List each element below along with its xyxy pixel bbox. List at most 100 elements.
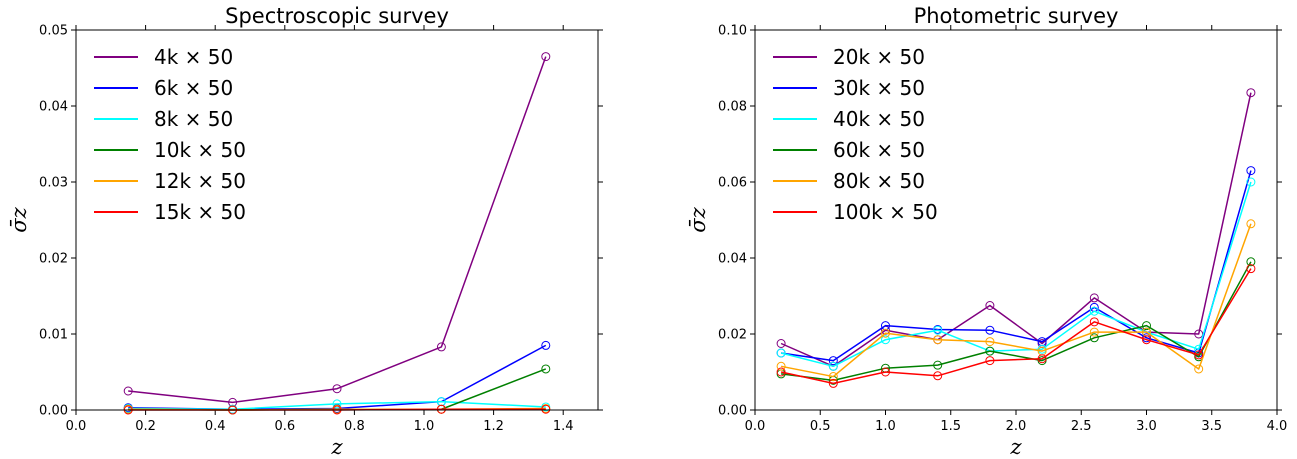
data-point [1246,257,1256,267]
legend-label: 30k × 50 [833,76,925,100]
data-point [933,335,943,345]
series-line [780,223,1252,378]
data-point [1089,333,1099,343]
series-line [780,268,1252,385]
x-tick-label: 0.0 [745,419,766,434]
data-point [776,361,786,371]
y-tick-label: 0.02 [718,328,747,343]
y-axis-label: σ̄z [686,206,710,232]
data-point [1089,306,1099,316]
y-tick-label: 0.08 [718,100,747,115]
x-tick-label: 0.0 [66,419,87,434]
data-point [123,386,133,396]
y-tick-label: 0.00 [718,404,747,419]
data-point [933,325,943,335]
legend-label: 100k × 50 [833,200,938,224]
data-point [828,361,838,371]
data-point [436,342,446,352]
y-tick-label: 0.06 [718,176,747,191]
data-point [1194,364,1204,374]
y-tick-label: 0.04 [718,252,747,267]
data-point [1246,219,1256,229]
legend: 4k × 50 6k × 50 8k × 50 10k × 50 12k × 50 15k… [94,45,246,224]
legend-label: 15k × 50 [154,200,246,224]
legend-label: 12k × 50 [154,169,246,193]
plot-frame [75,29,599,411]
data-point [1194,350,1204,360]
x-tick-label: 0.4 [205,419,226,434]
x-tick-label: 0.5 [810,419,831,434]
data-point [1246,166,1256,176]
data-point [1089,327,1099,337]
legend-label: 6k × 50 [154,76,233,100]
data-point [1142,321,1151,331]
x-tick-label: 0.6 [274,419,295,434]
legend-label: 20k × 50 [833,45,925,69]
data-point [881,335,890,345]
data-point [1246,88,1256,98]
y-tick-label: 0.03 [39,176,68,191]
data-point [881,367,890,377]
x-tick-label: 1.2 [483,419,504,434]
data-point [1142,335,1151,345]
x-axis-label: z [330,435,343,459]
x-tick-label: 2.5 [1071,419,1092,434]
series-line [780,92,1252,368]
x-axis-label: z [1009,435,1022,459]
data-point [985,301,995,310]
data-point [541,364,551,374]
y-axis-label: σ̄z [7,206,31,232]
data-point [1246,264,1256,274]
plot-frame [754,29,1278,411]
x-tick-label: 0.8 [344,419,365,434]
series-line [780,170,1252,362]
photometric-chart: Photometric survey 0.0 0.5 1.0 1.5 2.0 2.5 3.0 3… [686,4,1287,459]
legend-label: 10k × 50 [154,138,246,162]
data-point [332,384,342,394]
y-tick-label: 0.02 [39,252,68,267]
y-tick-label: 0.04 [39,100,68,115]
data-point [776,348,786,358]
data-point [881,328,890,338]
data-point [1246,177,1256,187]
data-point [776,339,786,348]
legend-label: 80k × 50 [833,169,925,193]
data-point [985,337,995,347]
y-tick-label: 0.01 [39,328,68,343]
x-tick-label: 1.5 [940,419,961,434]
data-point [985,356,995,366]
data-point [933,360,943,370]
legend-label: 8k × 50 [154,107,233,131]
x-tick-label: 3.5 [1201,419,1222,434]
x-tick-label: 4.0 [1267,419,1288,434]
y-tick-label: 0.10 [718,24,747,39]
y-tick-label: 0.00 [39,404,68,419]
data-point [332,399,342,409]
data-point [985,346,995,356]
legend-label: 40k × 50 [833,107,925,131]
series-line [781,261,1252,382]
data-point [1089,293,1099,303]
spectroscopic-chart: Spectroscopic survey 0.0 0.2 0.4 0.6 0.8 1.0 1.… [7,4,603,459]
x-tick-label: 1.0 [414,419,435,434]
chart-title: Spectroscopic survey [225,4,449,28]
x-tick-label: 2.0 [1006,419,1027,434]
data-point [985,325,995,335]
series-line [128,400,546,410]
x-tick-label: 0.2 [135,419,156,434]
x-tick-label: 3.0 [1136,419,1157,434]
y-tick-label: 0.05 [39,24,68,39]
data-point [828,356,838,366]
data-point [828,372,838,382]
data-point [933,371,943,381]
chart-title: Photometric survey [914,4,1119,28]
data-point [541,340,551,350]
legend-label: 4k × 50 [154,45,233,69]
legend-label: 60k × 50 [833,138,925,162]
data-point [436,404,446,414]
data-point [828,378,838,388]
data-point [1089,317,1099,327]
data-point [541,52,551,62]
data-point [541,404,551,414]
